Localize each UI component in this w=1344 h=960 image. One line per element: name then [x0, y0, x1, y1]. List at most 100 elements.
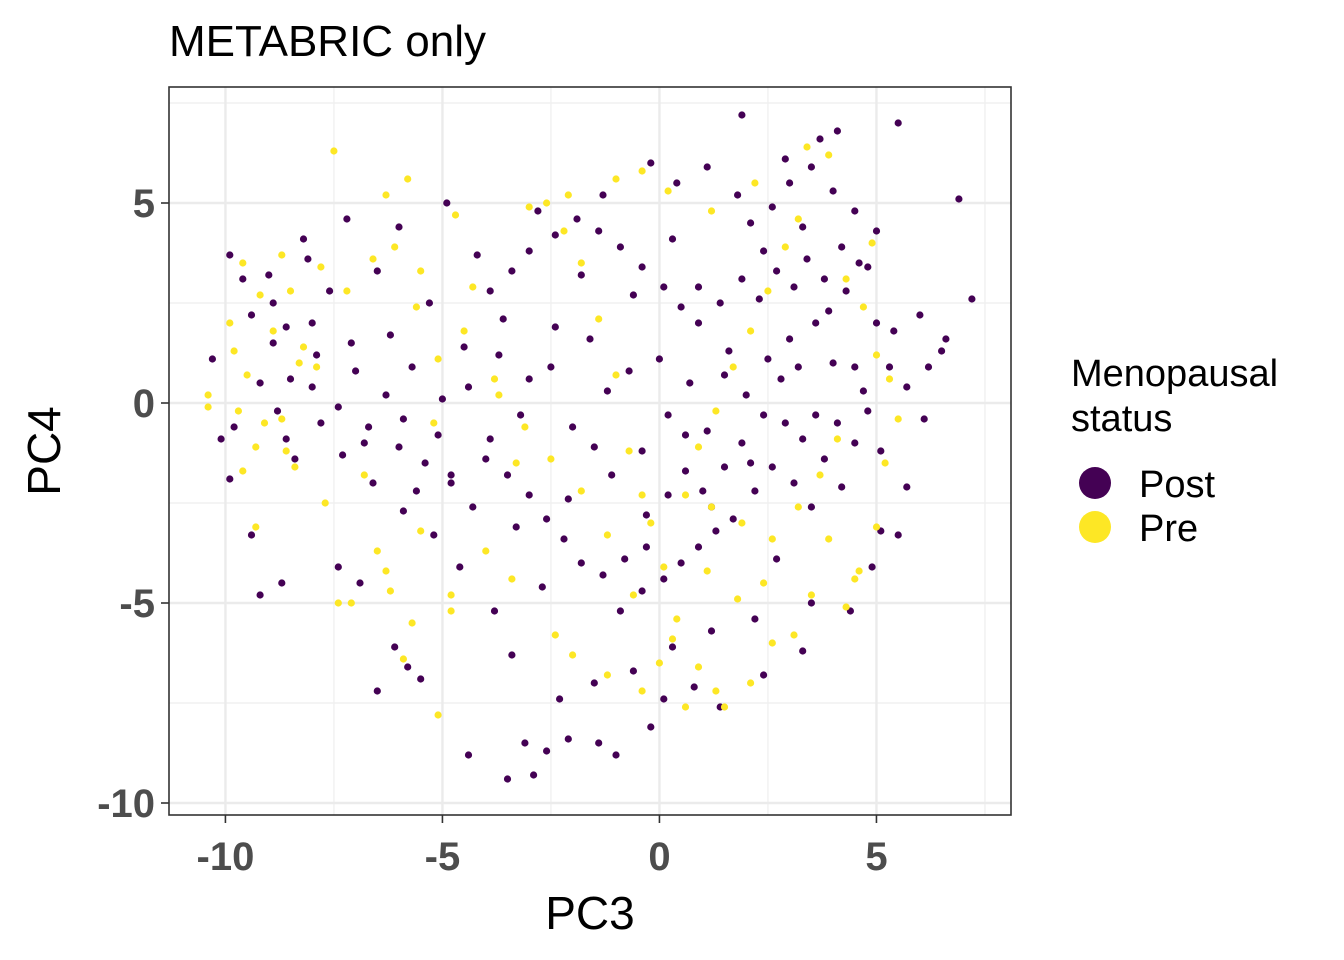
data-point-post	[621, 555, 629, 563]
legend-title-line2: status	[1071, 398, 1172, 440]
series-post	[208, 111, 976, 783]
data-point-pre	[430, 419, 438, 427]
data-point-pre	[638, 491, 646, 499]
x-tick-label: -10	[197, 835, 255, 879]
data-point-post	[760, 411, 768, 419]
data-point-pre	[291, 463, 299, 471]
data-point-pre	[807, 591, 816, 599]
data-point-post	[673, 179, 681, 187]
data-point-pre	[738, 519, 746, 527]
data-point-post	[599, 571, 607, 579]
data-point-post	[417, 675, 425, 683]
data-point-post	[872, 227, 881, 235]
data-point-post	[508, 651, 516, 659]
data-point-pre	[512, 459, 520, 467]
data-point-post	[447, 479, 455, 487]
data-point-post	[391, 643, 399, 651]
data-point-post	[226, 251, 234, 259]
data-point-post	[638, 587, 646, 595]
data-point-post	[373, 267, 381, 275]
data-point-pre	[612, 371, 620, 379]
data-point-post	[894, 531, 902, 539]
y-tick-label: -10	[97, 782, 155, 826]
data-point-pre	[747, 327, 755, 335]
data-point-post	[412, 487, 420, 495]
data-point-post	[525, 247, 533, 255]
data-point-pre	[734, 595, 742, 603]
data-point-post	[495, 351, 503, 359]
data-point-post	[838, 483, 846, 491]
data-point-post	[855, 259, 863, 267]
data-point-post	[334, 403, 342, 411]
data-point-post	[247, 531, 256, 539]
data-point-post	[851, 207, 859, 215]
plot-border	[168, 86, 1012, 816]
x-axis-title: PC3	[545, 887, 634, 939]
data-point-pre	[729, 363, 737, 371]
data-point-pre	[712, 407, 720, 415]
data-point-post	[616, 607, 625, 615]
data-point-pre	[768, 639, 776, 647]
data-point-post	[256, 591, 264, 599]
data-point-post	[703, 427, 711, 435]
data-point-pre	[313, 363, 321, 371]
data-point-post	[278, 579, 286, 587]
data-point-post	[716, 299, 724, 307]
data-point-post	[339, 451, 347, 459]
legend-label-post: Post	[1139, 464, 1215, 506]
data-point-pre	[794, 215, 802, 223]
data-point-pre	[764, 287, 772, 295]
data-point-pre	[664, 187, 672, 195]
data-point-post	[299, 235, 308, 243]
data-point-post	[486, 435, 494, 443]
data-point-pre	[825, 151, 833, 159]
data-point-post	[590, 679, 598, 687]
data-point-pre	[404, 175, 412, 183]
data-point-pre	[278, 251, 286, 259]
data-point-pre	[239, 259, 247, 267]
legend-key-post	[1079, 467, 1111, 499]
data-point-post	[647, 159, 655, 167]
data-point-pre	[881, 459, 889, 467]
data-point-post	[768, 463, 776, 471]
data-point-pre	[508, 575, 516, 583]
data-point-post	[738, 275, 746, 283]
data-point-pre	[647, 519, 655, 527]
data-point-post	[399, 507, 407, 515]
x-tick-label: -5	[425, 835, 461, 879]
data-point-post	[208, 355, 216, 363]
data-point-pre	[334, 599, 342, 607]
legend-label-pre: Pre	[1139, 508, 1198, 550]
data-point-post	[551, 323, 559, 331]
data-point-post	[829, 359, 837, 367]
data-point-post	[217, 435, 225, 443]
data-point-pre	[252, 443, 260, 451]
data-point-post	[720, 371, 729, 379]
data-point-post	[421, 459, 429, 467]
data-point-post	[838, 243, 846, 251]
data-point-pre	[612, 175, 620, 183]
data-point-post	[564, 495, 572, 503]
data-point-post	[786, 335, 794, 343]
data-point-post	[360, 439, 368, 447]
data-point-post	[282, 323, 290, 331]
data-point-post	[334, 563, 342, 571]
data-point-post	[664, 411, 672, 419]
data-point-pre	[668, 635, 677, 643]
legend-title-line1: Menopausal	[1071, 353, 1278, 395]
data-point-pre	[859, 303, 868, 311]
data-point-post	[668, 643, 677, 651]
data-point-post	[677, 303, 685, 311]
data-point-post	[968, 295, 976, 303]
data-point-pre	[842, 275, 850, 283]
data-point-post	[703, 163, 711, 171]
data-point-post	[304, 255, 312, 263]
data-point-post	[755, 295, 763, 303]
data-point-pre	[282, 447, 290, 455]
data-point-pre	[781, 243, 789, 251]
data-point-post	[825, 307, 833, 315]
data-point-post	[269, 339, 277, 347]
data-point-post	[699, 487, 707, 495]
data-point-post	[812, 411, 820, 419]
data-point-pre	[625, 447, 633, 455]
